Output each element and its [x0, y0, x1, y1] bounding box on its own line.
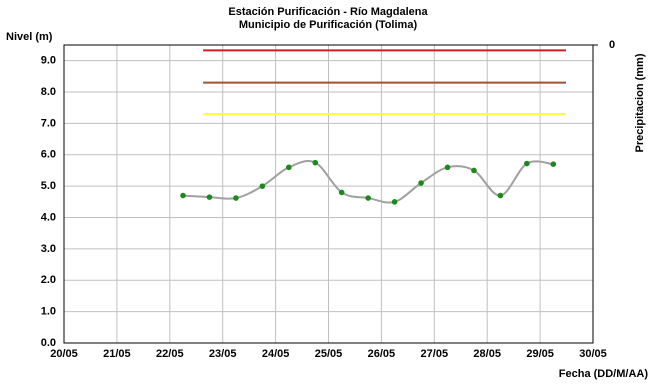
x-tick-label: 25/05	[315, 348, 343, 360]
data-point	[444, 164, 451, 171]
data-point	[550, 161, 557, 167]
data-point	[524, 160, 530, 167]
data-point	[365, 195, 371, 201]
x-tick-label: 23/05	[209, 348, 237, 360]
y-tick-label: 5.0	[41, 180, 56, 192]
data-point	[233, 195, 239, 201]
y2-axis-label: Precipitacion (mm)	[634, 53, 646, 152]
y-tick-label: 6.0	[41, 149, 56, 161]
y-axis-label: Nivel (m)	[6, 31, 53, 43]
data-point	[259, 183, 266, 189]
chart-title: Estación Purificación - Río Magdalena	[228, 6, 428, 18]
y-tick-label: 3.0	[41, 243, 56, 255]
chart-subtitle: Municipio de Purificación (Tolima)	[239, 19, 418, 31]
data-point	[312, 159, 319, 166]
y-tick-label: 4.0	[41, 211, 56, 223]
y-tick-label: 2.0	[41, 274, 56, 286]
y-tick-label: 8.0	[41, 86, 56, 98]
x-axis-label: Fecha (DD/M/AA)	[559, 368, 649, 380]
y2-tick-label: 0	[609, 39, 615, 51]
data-point	[471, 167, 477, 174]
x-tick-label: 22/05	[156, 348, 184, 360]
data-point	[391, 199, 398, 205]
x-tick-label: 27/05	[421, 348, 449, 360]
x-tick-label: 29/05	[526, 348, 554, 360]
y-tick-label: 9.0	[41, 55, 56, 67]
x-tick-label: 21/05	[103, 348, 131, 360]
x-tick-label: 20/05	[50, 348, 78, 360]
y-tick-label: 7.0	[41, 117, 56, 129]
data-point	[418, 180, 424, 186]
x-tick-label: 24/05	[262, 348, 290, 360]
data-point	[286, 164, 292, 171]
y-tick-label: 0.0	[41, 337, 56, 349]
y-tick-label: 1.0	[41, 306, 56, 318]
data-point	[338, 189, 345, 196]
x-tick-label: 30/05	[579, 348, 607, 360]
plot-border	[63, 44, 594, 344]
data-point	[497, 192, 504, 199]
data-point	[206, 194, 213, 200]
x-tick-label: 28/05	[473, 348, 501, 360]
x-tick-label: 26/05	[368, 348, 396, 360]
data-point	[180, 192, 186, 199]
